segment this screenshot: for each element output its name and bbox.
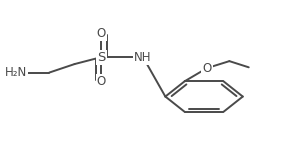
Text: S: S xyxy=(97,51,106,64)
Text: NH: NH xyxy=(134,51,152,64)
Text: H₂N: H₂N xyxy=(5,66,27,79)
Text: O: O xyxy=(97,27,106,40)
Text: O: O xyxy=(97,75,106,88)
Text: O: O xyxy=(202,62,212,75)
